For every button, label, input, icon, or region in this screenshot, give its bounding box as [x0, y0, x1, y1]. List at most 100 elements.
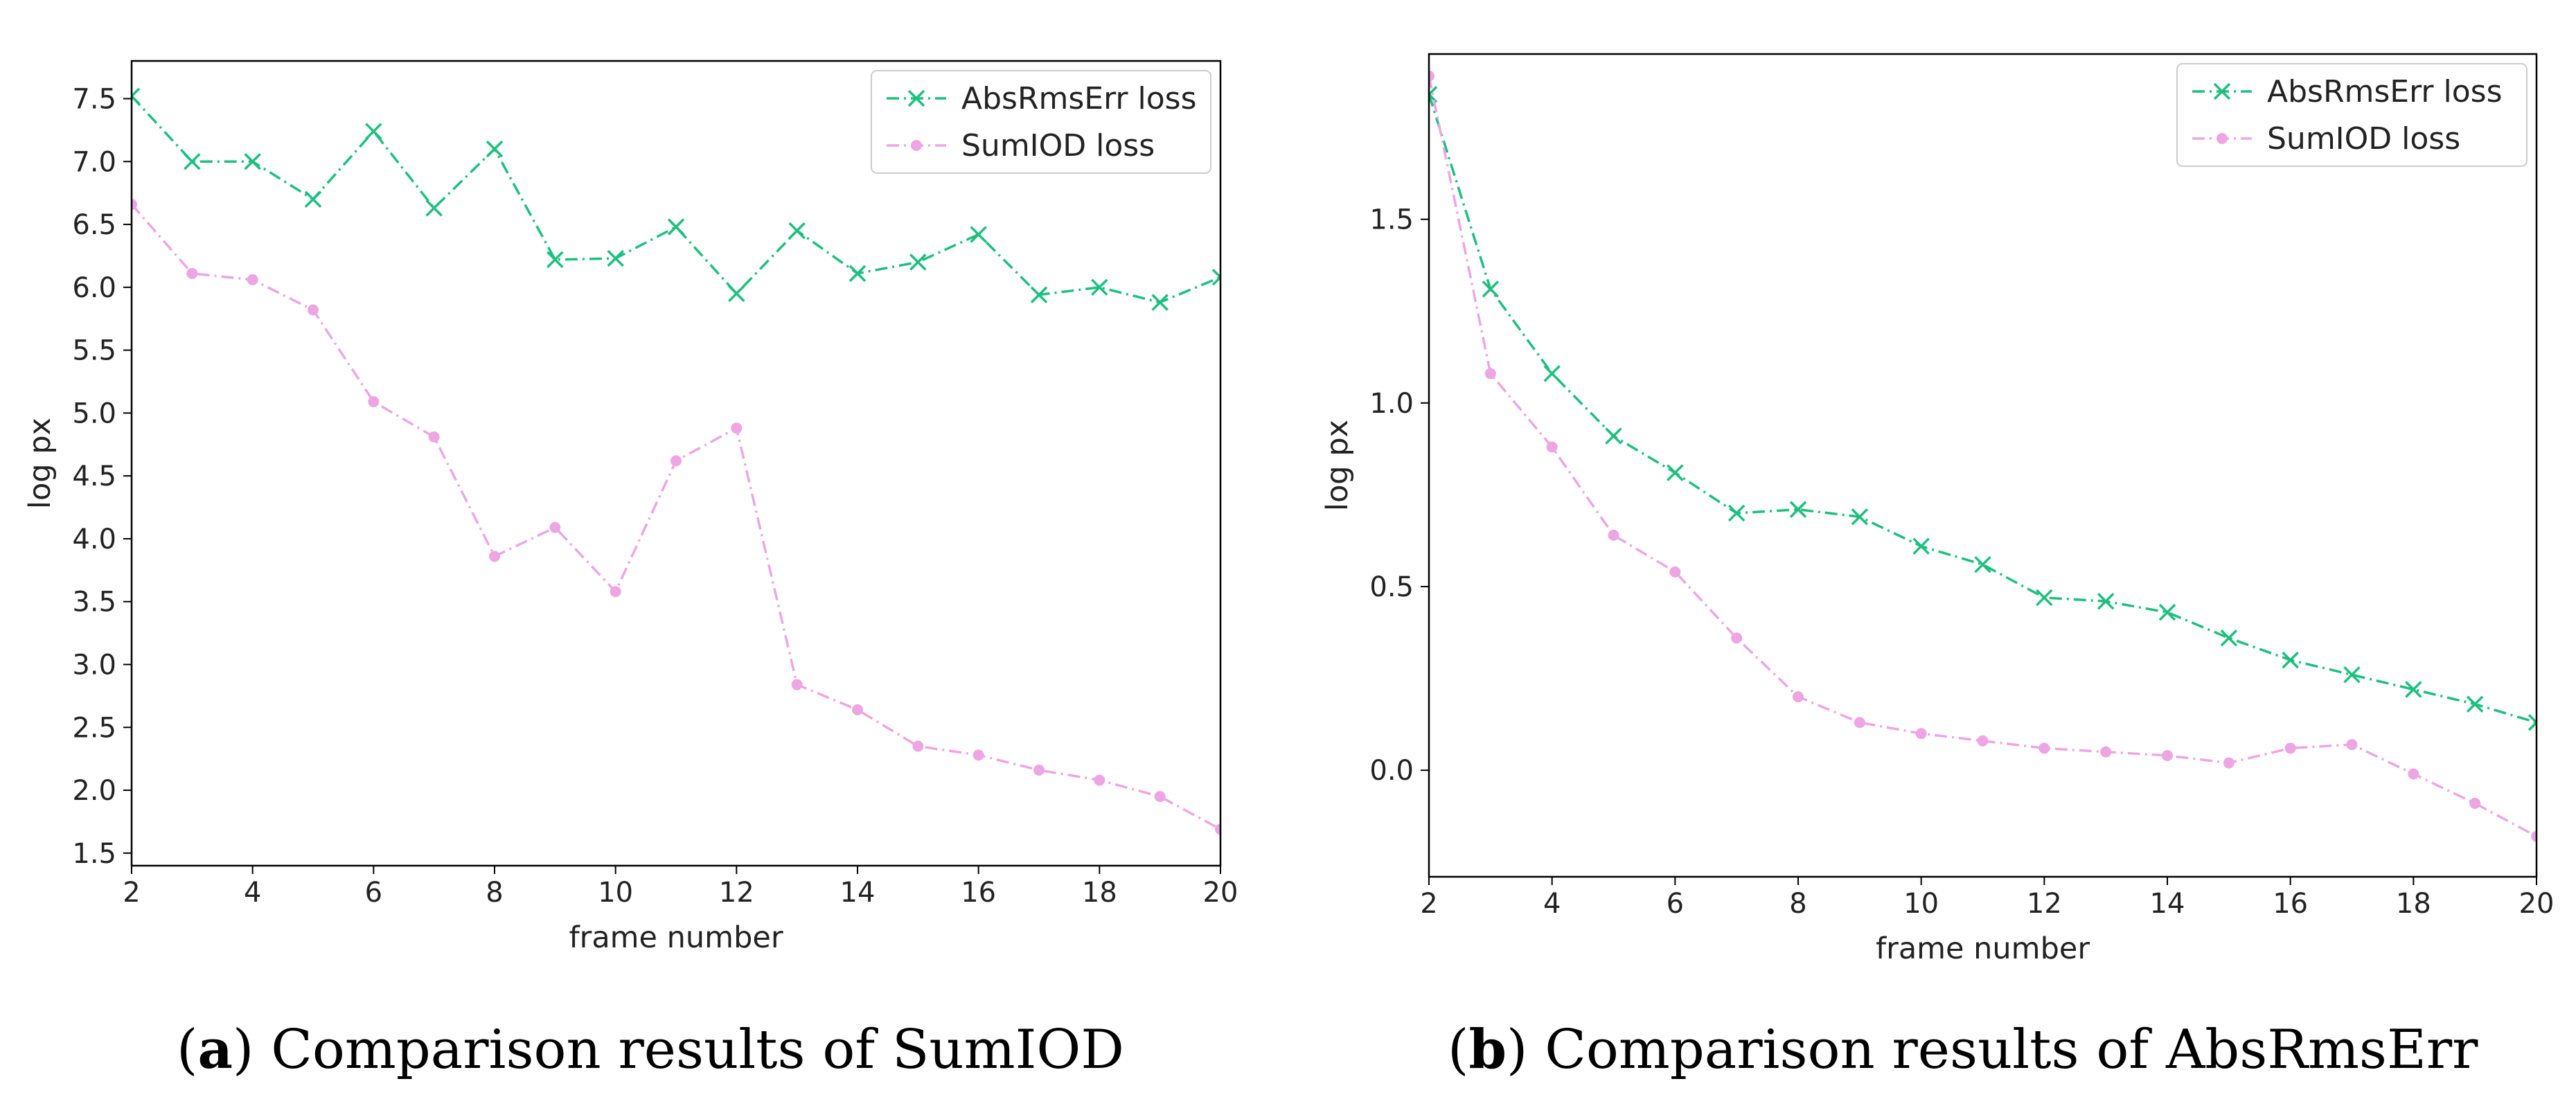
c1-point-absrmserr-loss-4 — [1543, 365, 1561, 382]
c1-point-sumiod-loss-2 — [1429, 70, 1434, 82]
c0-ytick-label-3: 3.0 — [72, 650, 116, 681]
c0-point-sumiod-loss-2 — [132, 198, 137, 210]
c0-point-sumiod-loss-3 — [186, 267, 198, 279]
c0-point-sumiod-loss-8 — [489, 551, 500, 562]
c0-axes-frame — [130, 60, 1222, 867]
c1-point-sumiod-loss-12 — [2038, 742, 2050, 754]
c1-point-absrmserr-loss-6 — [1667, 464, 1684, 481]
c0-point-sumiod-loss-12 — [731, 422, 743, 434]
c0-point-absrmserr-loss-16 — [970, 226, 987, 243]
c0-ytick-label-1.5: 1.5 — [72, 838, 116, 870]
c1-point-absrmserr-loss-14 — [2158, 603, 2176, 621]
c1-x-axis-label: frame number — [1876, 931, 2090, 966]
c1-point-absrmserr-loss-11 — [1974, 555, 1991, 573]
c1-legend-box — [2176, 63, 2528, 167]
c0-x-axis-label: frame number — [569, 920, 783, 955]
chart-absrmserr-comparison: 2 4 6 8 10 12 14 16 18 20 0.0 0.5 1.0 1.5 frame number… — [1320, 53, 2554, 966]
c0-xtick-label-4: 4 — [244, 877, 261, 909]
c1-point-absrmserr-loss-2 — [1429, 86, 1438, 103]
c0-point-sumiod-loss-13 — [791, 679, 803, 690]
c0-xtick-label-10: 10 — [598, 877, 633, 909]
c1-legend-label-absrmserr-loss: AbsRmsErr loss — [2267, 74, 2503, 109]
c0-point-absrmserr-loss-14 — [849, 265, 867, 283]
c1-point-absrmserr-loss-19 — [2466, 695, 2484, 713]
c1-ytick-label-1.5: 1.5 — [1369, 204, 1414, 236]
caption-b-letter: b — [1468, 1018, 1507, 1081]
c0-xtick-label-8: 8 — [486, 877, 503, 909]
c1-y-axis-label: log px — [1320, 420, 1355, 511]
c1-point-sumiod-loss-4 — [1546, 441, 1558, 453]
c1-point-sumiod-loss-14 — [2162, 749, 2173, 761]
c0-point-sumiod-loss-11 — [670, 455, 682, 467]
c1-xtick-label-16: 16 — [2273, 888, 2308, 920]
c0-ytick-label-4: 4.0 — [72, 524, 116, 555]
c0-point-sumiod-loss-9 — [549, 521, 561, 533]
c0-point-absrmserr-loss-11 — [667, 218, 685, 235]
c0-ytick-label-3.5: 3.5 — [72, 587, 116, 618]
c0-series-line-sumiod-loss — [132, 203, 1220, 830]
c1-point-sumiod-loss-8 — [1793, 691, 1804, 703]
c1-ytick-label-0: 0.0 — [1369, 755, 1414, 787]
c0-point-absrmserr-loss-15 — [909, 253, 927, 271]
c1-point-sumiod-loss-11 — [1977, 735, 1989, 747]
c1-point-absrmserr-loss-10 — [1912, 537, 1930, 555]
c0-ytick-label-7: 7.0 — [72, 146, 116, 178]
c1-point-absrmserr-loss-3 — [1482, 280, 1500, 298]
c1-point-absrmserr-loss-12 — [2036, 589, 2053, 607]
c1-xtick-label-8: 8 — [1789, 888, 1806, 920]
caption-b: (b) Comparison results of AbsRmsErr — [1448, 1018, 2478, 1081]
c0-point-sumiod-loss-20 — [1215, 823, 1220, 835]
c0-legend-box — [871, 70, 1211, 174]
c0-legend-marker-absrmserr-loss — [907, 89, 925, 107]
c0-point-sumiod-loss-15 — [912, 740, 924, 752]
c1-point-absrmserr-loss-5 — [1605, 427, 1622, 445]
c1-point-sumiod-loss-18 — [2408, 768, 2419, 780]
c1-xtick-label-2: 2 — [1420, 888, 1437, 920]
c0-point-absrmserr-loss-17 — [1030, 286, 1048, 303]
c0-xtick-label-16: 16 — [961, 877, 996, 909]
c0-ytick-label-2: 2.0 — [72, 775, 116, 807]
c0-point-absrmserr-loss-3 — [184, 153, 201, 170]
c0-ytick-label-7.5: 7.5 — [72, 83, 116, 115]
c1-ytick-label-0.5: 0.5 — [1369, 571, 1414, 603]
c1-point-sumiod-loss-19 — [2469, 797, 2481, 809]
c0-point-absrmserr-loss-7 — [425, 199, 443, 217]
c0-legend-label-absrmserr-loss: AbsRmsErr loss — [961, 81, 1197, 116]
c0-point-absrmserr-loss-8 — [486, 140, 504, 158]
c0-xtick-label-2: 2 — [123, 877, 140, 909]
c1-point-absrmserr-loss-15 — [2220, 630, 2238, 647]
caption-a: (a) Comparison results of SumIOD — [177, 1018, 1124, 1081]
chart-sumiod-comparison: 2 4 6 8 10 12 14 16 18 20 1.5 2.0 2.5 3.0 3.5 4.0 4.5 5.0… — [23, 60, 1238, 955]
c0-point-absrmserr-loss-6 — [365, 123, 382, 140]
c1-xtick-label-18: 18 — [2396, 888, 2431, 920]
c0-xtick-label-12: 12 — [719, 877, 754, 909]
c0-plot-area — [132, 87, 1220, 835]
c0-point-sumiod-loss-14 — [852, 704, 863, 715]
c0-point-absrmserr-loss-20 — [1211, 269, 1220, 286]
c0-legend-label-sumiod-loss: SumIOD loss — [961, 128, 1155, 163]
c0-point-absrmserr-loss-5 — [304, 190, 322, 208]
c1-point-sumiod-loss-6 — [1669, 566, 1681, 578]
c1-point-absrmserr-loss-7 — [1727, 504, 1746, 522]
c0-point-sumiod-loss-16 — [972, 749, 984, 761]
c0-xtick-label-18: 18 — [1082, 877, 1117, 909]
caption-b-text: Comparison results of AbsRmsErr — [1545, 1019, 2478, 1081]
c1-axes-frame — [1428, 53, 2538, 878]
c0-point-sumiod-loss-7 — [428, 431, 440, 443]
c1-point-absrmserr-loss-13 — [2097, 592, 2115, 610]
c0-xtick-label-20: 20 — [1203, 877, 1238, 909]
c0-ytick-label-5.5: 5.5 — [72, 335, 116, 367]
c1-point-sumiod-loss-20 — [2531, 830, 2537, 842]
c0-point-absrmserr-loss-13 — [788, 222, 806, 240]
c1-plot-area — [1429, 70, 2537, 842]
c0-ytick-label-2.5: 2.5 — [72, 712, 116, 744]
c1-point-sumiod-loss-9 — [1854, 717, 1865, 729]
c1-point-sumiod-loss-17 — [2346, 739, 2358, 751]
c0-point-absrmserr-loss-18 — [1091, 278, 1108, 296]
c1-point-sumiod-loss-16 — [2284, 742, 2296, 754]
c1-legend-marker-absrmserr-loss — [2213, 82, 2231, 100]
c0-legend-marker-sumiod-loss — [911, 140, 922, 151]
c0-point-sumiod-loss-6 — [368, 396, 380, 408]
c0-point-sumiod-loss-17 — [1033, 765, 1045, 776]
